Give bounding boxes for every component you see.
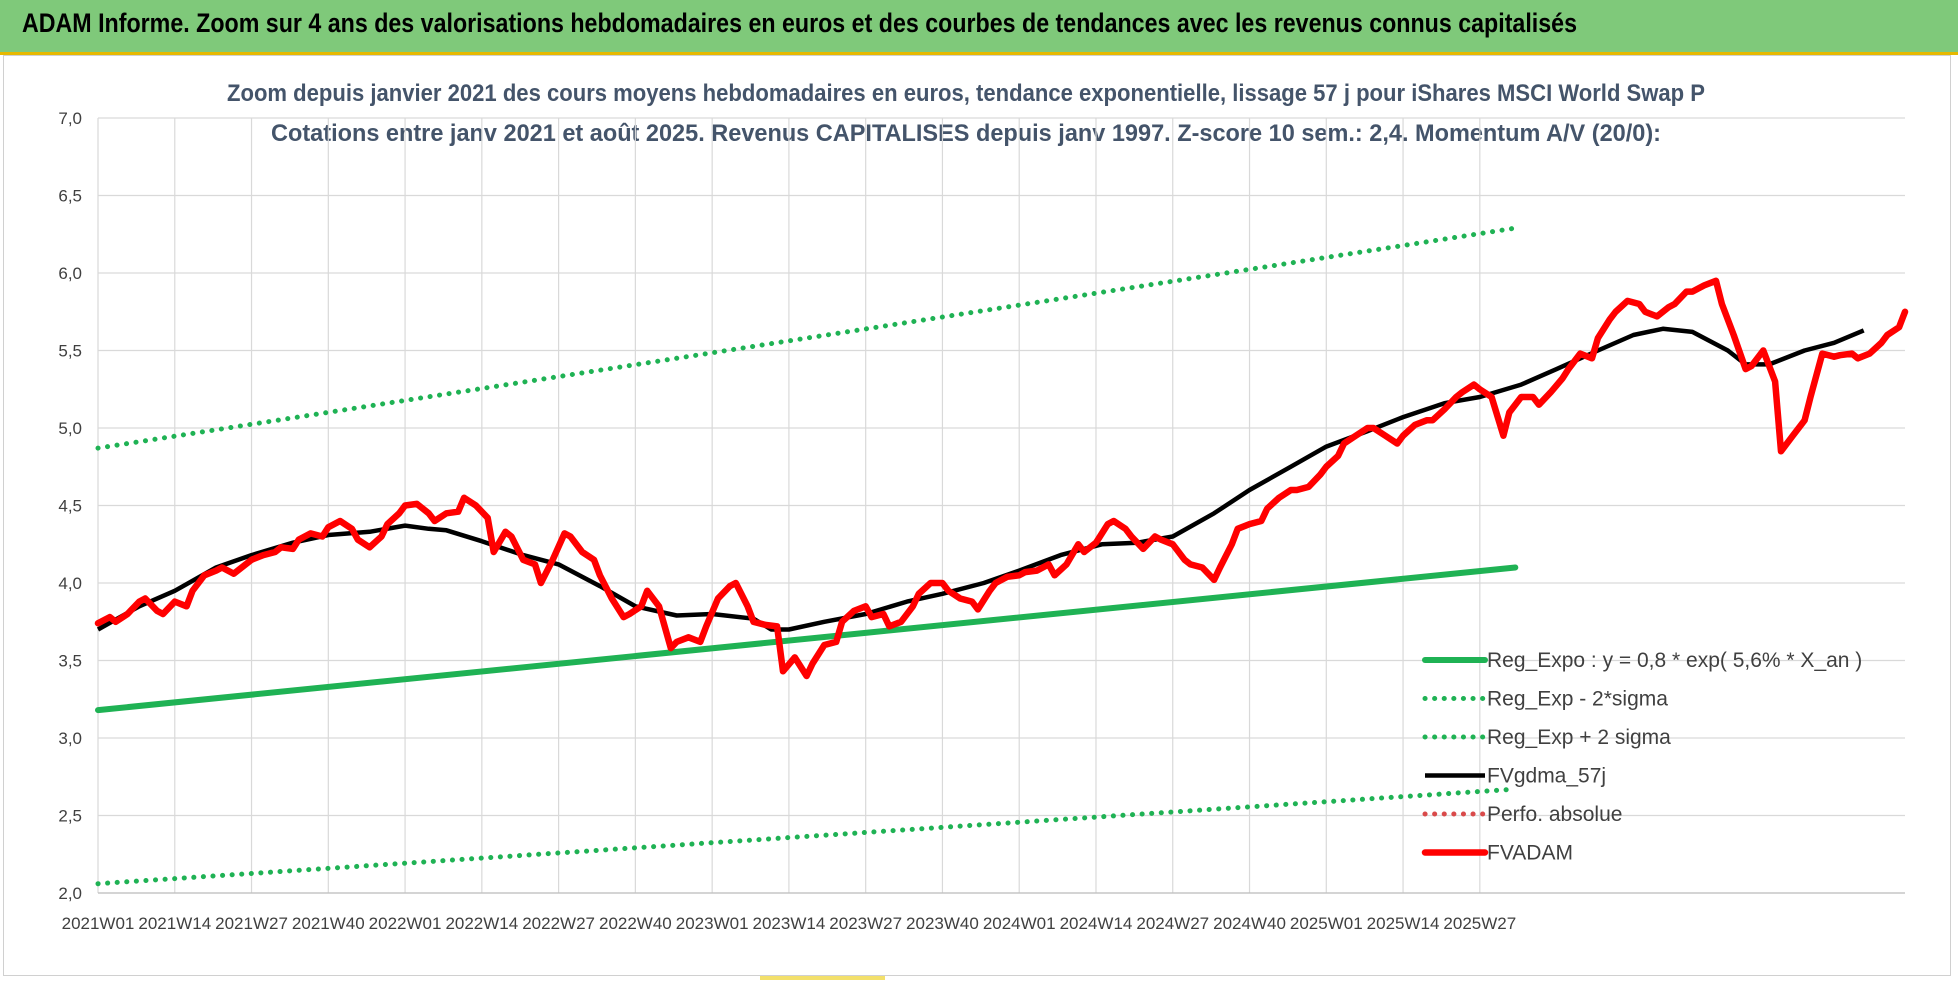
y-tick-label: 7,0: [58, 109, 82, 128]
series-line: [95, 225, 1518, 451]
legend-label: Reg_Exp + 2 sigma: [1487, 726, 1671, 749]
chart-title: Zoom depuis janvier 2021 des cours moyen…: [227, 80, 1705, 107]
header-banner: ADAM Informe. Zoom sur 4 ans des valoris…: [0, 0, 1958, 55]
series-line: [95, 564, 1519, 714]
x-tick-label: 2024W27: [1136, 914, 1209, 933]
legend: Reg_Expo : y = 0,8 * exp( 5,6% * X_an ) R…: [1421, 649, 1862, 865]
series-lines: [94, 225, 1909, 887]
x-tick-label: 2022W14: [445, 914, 518, 933]
x-tick-label: 2021W40: [292, 914, 365, 933]
legend-label: Perfo. absolue: [1487, 803, 1622, 826]
x-tick-label: 2023W27: [829, 914, 902, 933]
chart-area: [3, 55, 1951, 976]
bottom-accent: [760, 976, 885, 980]
x-axis: 2021W01 2021W14 2021W27 2021W40 2022W01 2022W…: [62, 892, 1905, 933]
legend-label: FVgdma_57j: [1487, 765, 1606, 788]
legend-label: FVADAM: [1487, 842, 1573, 865]
x-tick-label: 2025W27: [1443, 914, 1516, 933]
y-axis: 7,0 6,5 6,0 5,5 5,0 4,5 4,0 3,5 3,0 2,5 2,0: [58, 109, 82, 903]
grid: [97, 117, 1905, 894]
x-tick-label: 2022W40: [599, 914, 672, 933]
x-tick-label: 2023W40: [906, 914, 979, 933]
x-tick-label: 2024W01: [983, 914, 1056, 933]
x-tick-label: 2025W14: [1367, 914, 1440, 933]
x-tick-label: 2021W27: [215, 914, 288, 933]
x-tick-label: 2024W40: [1213, 914, 1286, 933]
legend-label: Reg_Exp - 2*sigma: [1487, 688, 1668, 711]
x-tick-label: 2023W14: [753, 914, 826, 933]
y-tick-label: 5,5: [58, 342, 82, 361]
y-tick-label: 6,0: [58, 264, 82, 283]
series-line: [96, 326, 1865, 632]
bottom-strip: [0, 976, 1958, 984]
y-tick-label: 3,5: [58, 652, 82, 671]
x-tick-label: 2024W14: [1060, 914, 1133, 933]
y-tick-label: 2,0: [58, 884, 82, 903]
y-tick-label: 5,0: [58, 419, 82, 438]
x-tick-label: 2022W01: [369, 914, 442, 933]
x-tick-label: 2021W14: [138, 914, 211, 933]
y-tick-label: 2,5: [58, 807, 82, 826]
y-tick-label: 3,0: [58, 729, 82, 748]
series-line: [94, 277, 1909, 680]
series-line: [95, 786, 1518, 887]
legend-label: Reg_Expo : y = 0,8 * exp( 5,6% * X_an ): [1487, 649, 1862, 672]
y-tick-label: 4,5: [58, 497, 82, 516]
chart-subtitle: Cotations entre janv 2021 et août 2025. …: [271, 120, 1661, 147]
x-tick-label: 2023W01: [676, 914, 749, 933]
x-tick-label: 2021W01: [62, 914, 135, 933]
y-tick-label: 4,0: [58, 574, 82, 593]
banner-title: ADAM Informe. Zoom sur 4 ans des valoris…: [22, 8, 1577, 38]
y-tick-label: 6,5: [58, 187, 82, 206]
x-tick-label: 2022W27: [522, 914, 595, 933]
x-tick-label: 2025W01: [1290, 914, 1363, 933]
